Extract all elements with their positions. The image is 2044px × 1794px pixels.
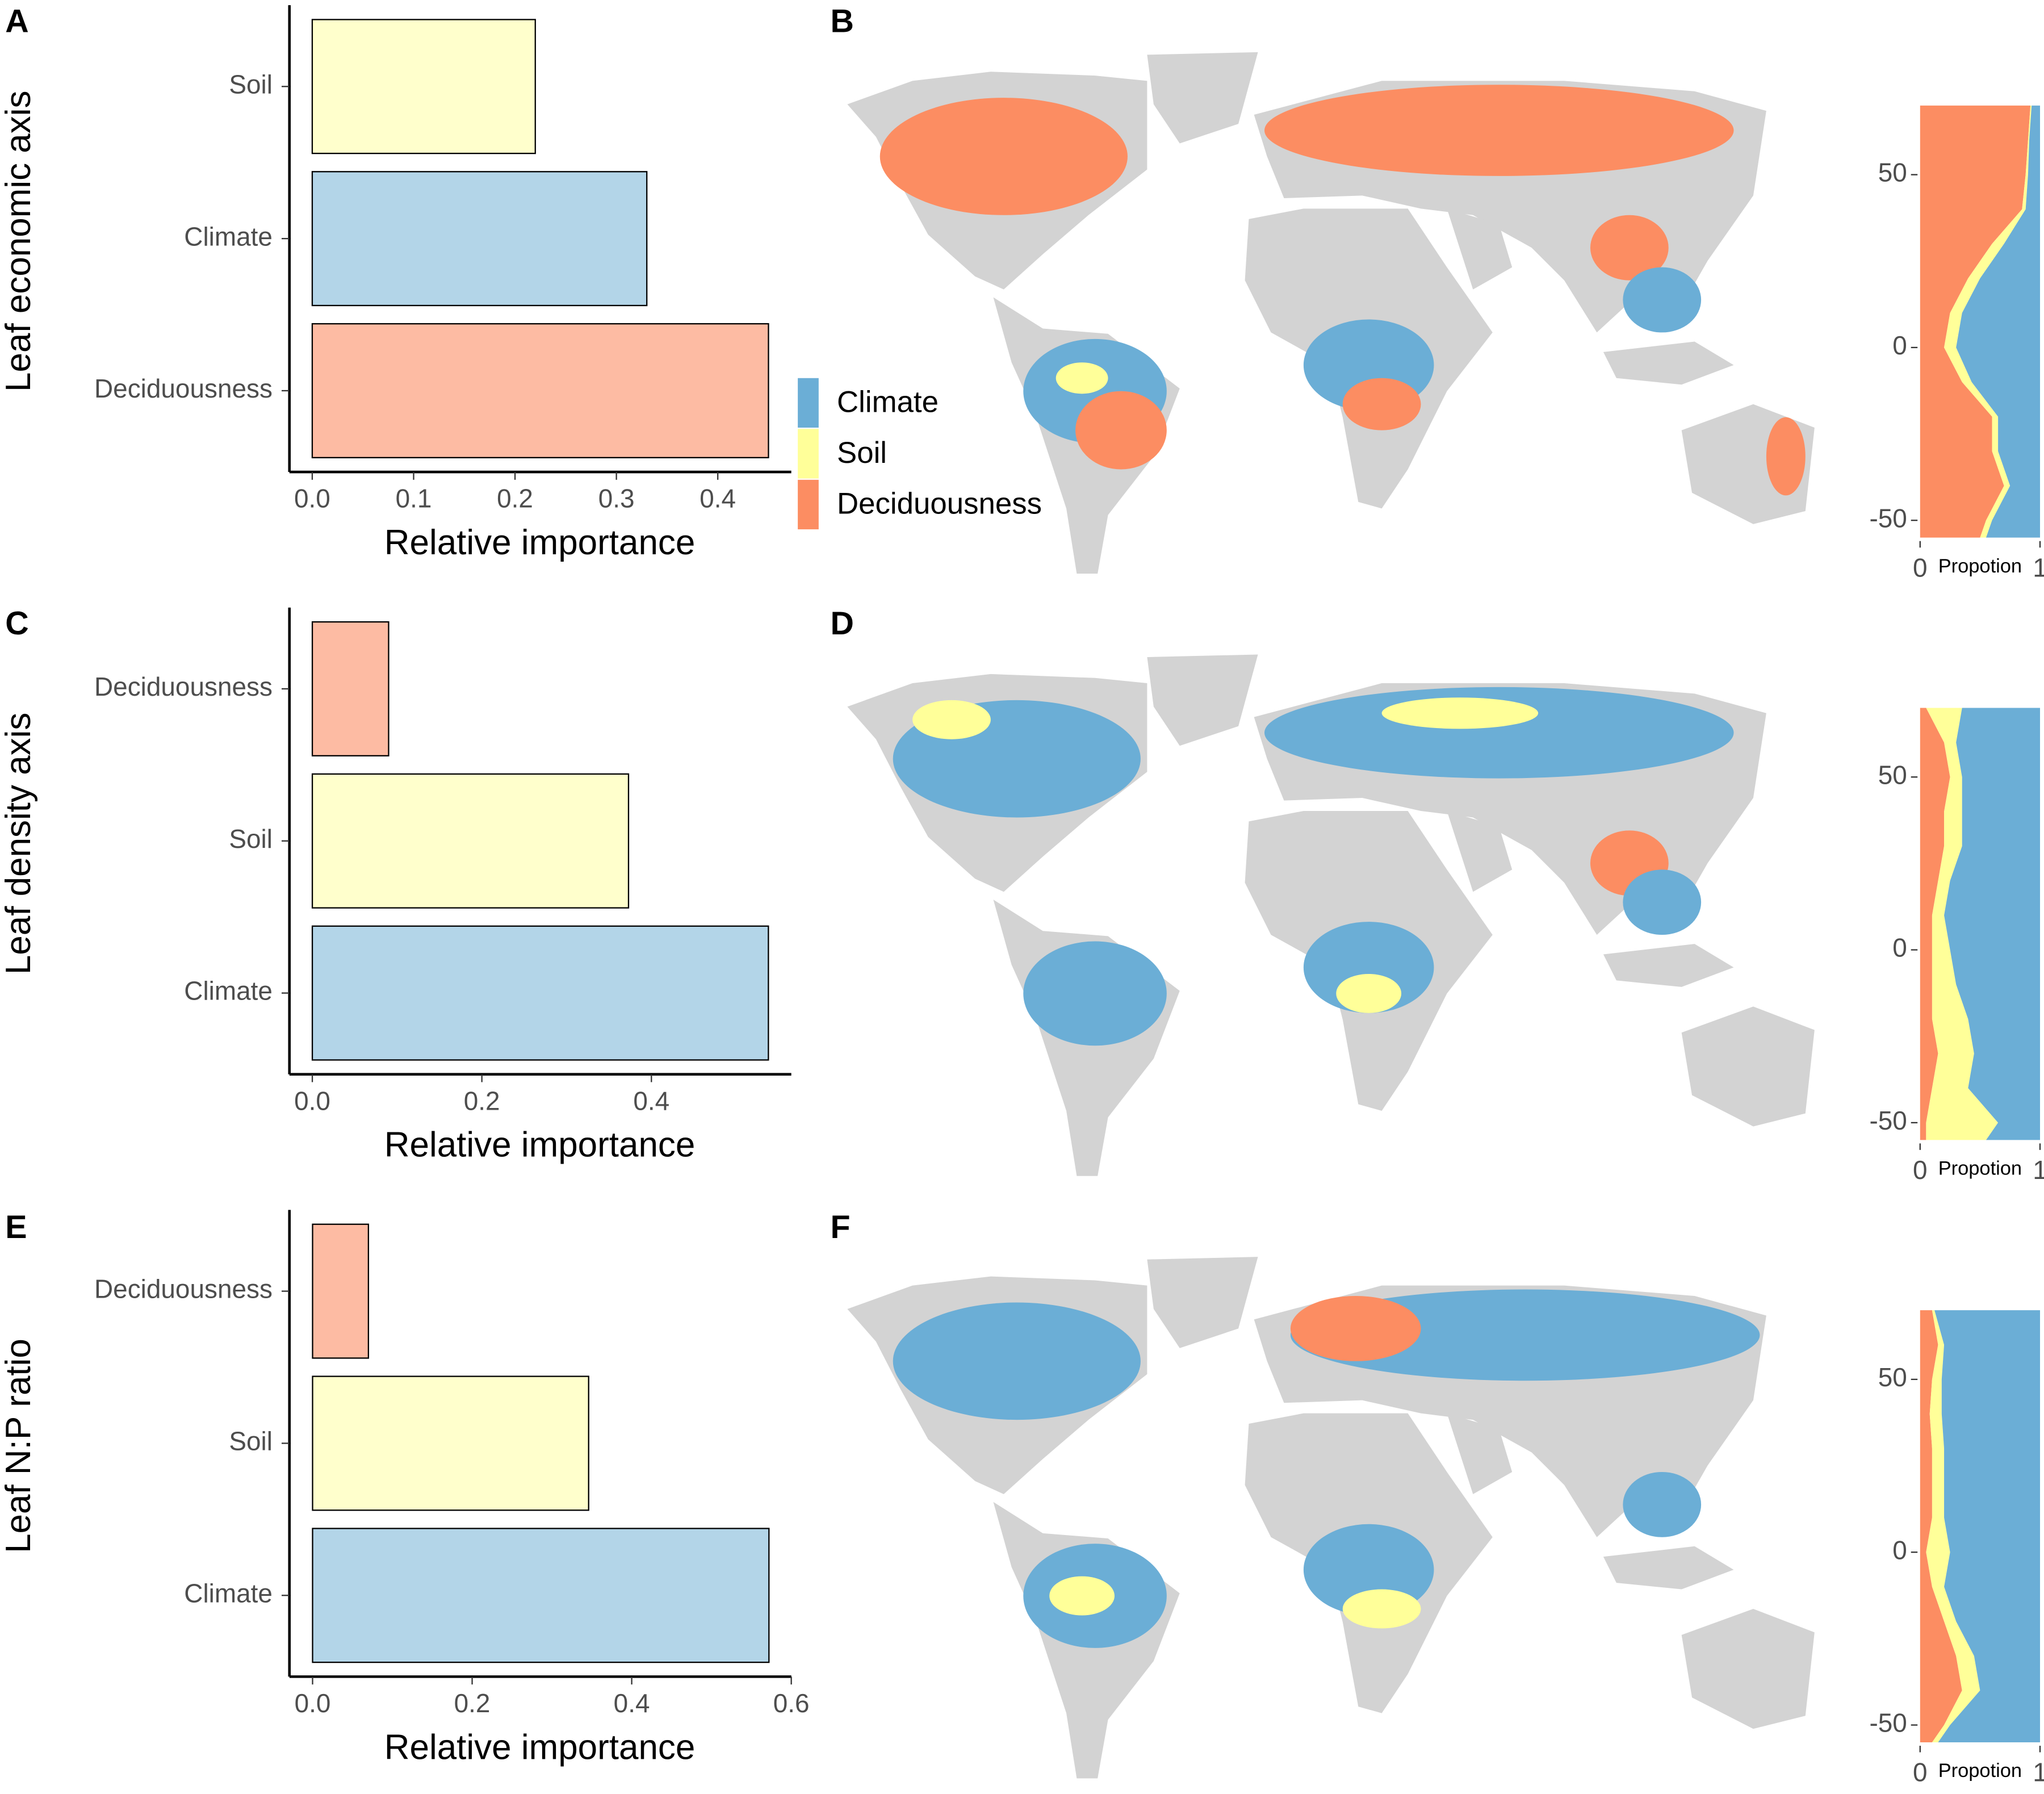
y-tick-label: Soil	[229, 1427, 273, 1456]
area	[1926, 1310, 1980, 1742]
bar	[312, 1528, 770, 1663]
legend-label: Soil	[837, 436, 887, 470]
x-axis-title: Propotion	[1938, 1157, 2022, 1179]
y-tick-label: 50	[1878, 1362, 1907, 1392]
x-tick-label: 0.4	[614, 1688, 650, 1718]
y-tick-label: Deciduousness	[94, 1274, 273, 1304]
x-axis-title: Relative importance	[384, 523, 696, 562]
bar	[311, 773, 630, 909]
x-tick-label: 0	[1913, 1155, 1928, 1185]
area	[1926, 708, 1999, 1140]
y-tick-label: -50	[1869, 1106, 1907, 1135]
map-f	[847, 1257, 1815, 1779]
panel-label: D	[831, 605, 854, 642]
x-tick-label: 0.6	[773, 1688, 810, 1718]
y-tick-label: Soil	[229, 824, 273, 854]
y-tick-label: Soil	[229, 69, 273, 99]
x-tick-label: 0.4	[700, 484, 736, 513]
x-axis-title: Propotion	[1938, 555, 2022, 577]
y-tick-label: 0	[1892, 933, 1907, 963]
y-tick-label: 0	[1892, 331, 1907, 360]
x-tick-label: 0.4	[633, 1086, 669, 1115]
bar	[312, 1375, 589, 1511]
bar	[311, 925, 769, 1061]
bar	[311, 621, 389, 756]
y-tick-label: 50	[1878, 158, 1907, 187]
legend-key	[798, 429, 819, 479]
legend-key	[798, 479, 819, 530]
map-b	[847, 52, 1815, 574]
bar	[312, 1223, 370, 1359]
x-axis-title: Propotion	[1938, 1760, 2022, 1782]
y-tick-label: Climate	[184, 221, 273, 251]
panel-label: E	[5, 1209, 27, 1245]
x-tick-label: 0.3	[598, 484, 635, 513]
bar	[311, 19, 536, 154]
y-tick-label: Deciduousness	[94, 374, 273, 403]
legend-label: Climate	[837, 386, 939, 419]
area	[1920, 1310, 1962, 1742]
panel-label: B	[831, 3, 854, 39]
panel-label: C	[5, 605, 28, 642]
x-tick-label: 0.0	[294, 484, 330, 513]
x-tick-label: 0.2	[497, 484, 533, 513]
bar	[311, 323, 769, 458]
y-tick-label: -50	[1869, 503, 1907, 533]
map-d	[847, 654, 1815, 1176]
x-tick-label: 0.2	[454, 1688, 491, 1718]
x-tick-label: 0.0	[295, 1688, 331, 1718]
x-tick-label: 1	[2033, 1758, 2044, 1787]
x-tick-label: 1	[2033, 553, 2044, 582]
x-axis-title: Relative importance	[384, 1728, 696, 1767]
x-tick-label: 0	[1913, 1758, 1928, 1787]
x-tick-label: 1	[2033, 1155, 2044, 1185]
x-tick-label: 0.0	[294, 1086, 330, 1115]
panel-label: F	[831, 1209, 851, 1245]
y-axis-title: Leaf economic axis	[0, 90, 38, 391]
y-axis-title: Leaf density axis	[0, 713, 38, 975]
y-tick-label: Climate	[184, 976, 273, 1006]
area	[1934, 1310, 2041, 1742]
panel-label: A	[5, 3, 28, 39]
y-tick-label: -50	[1869, 1708, 1907, 1738]
bar	[311, 171, 648, 307]
y-axis-title: Leaf N:P ratio	[0, 1339, 38, 1553]
area	[1944, 708, 2041, 1140]
area	[1920, 105, 2031, 538]
y-tick-label: Climate	[184, 1578, 273, 1608]
legend-label: Deciduousness	[837, 487, 1042, 521]
area	[1956, 105, 2041, 538]
area	[1920, 708, 1950, 1140]
legend-key	[798, 378, 819, 428]
y-tick-label: Deciduousness	[94, 672, 273, 701]
x-tick-label: 0.2	[464, 1086, 500, 1115]
x-tick-label: 0	[1913, 553, 1928, 582]
x-tick-label: 0.1	[396, 484, 432, 513]
x-axis-title: Relative importance	[384, 1126, 696, 1165]
y-tick-label: 0	[1892, 1535, 1907, 1565]
y-tick-label: 50	[1878, 760, 1907, 789]
